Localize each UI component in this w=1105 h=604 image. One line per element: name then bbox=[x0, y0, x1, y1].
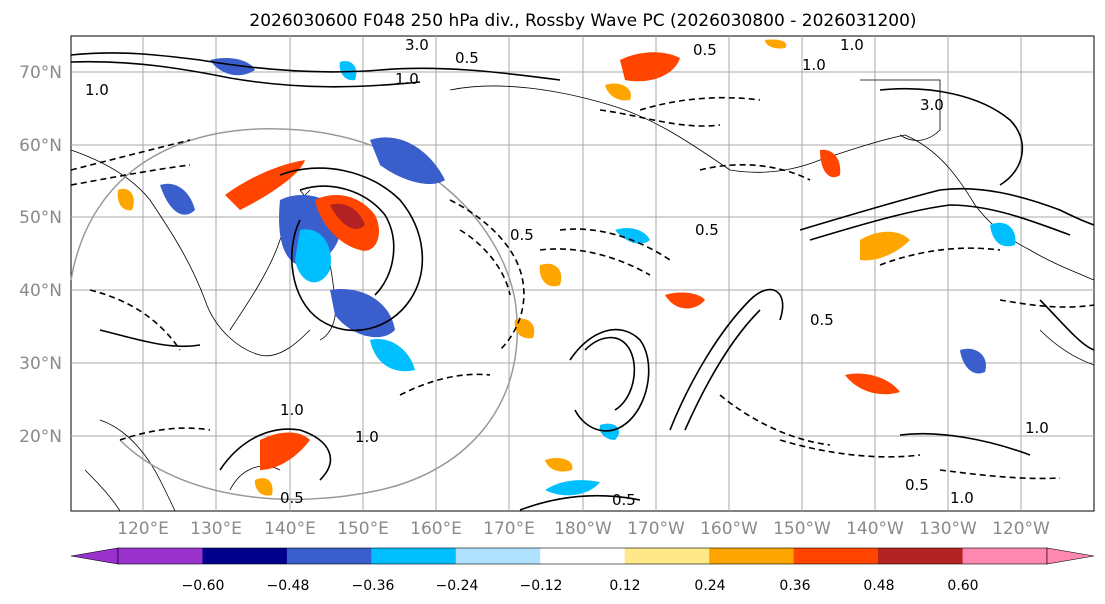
contour-label: 1.0 bbox=[85, 81, 109, 99]
lat-label: 40°N bbox=[19, 281, 62, 301]
colorbar-tick: −0.48 bbox=[267, 578, 310, 594]
colorbar-tick: 0.24 bbox=[694, 578, 725, 594]
contour-label: 1.0 bbox=[950, 489, 974, 507]
contour-label: 3.0 bbox=[920, 96, 944, 114]
lon-label: 180°W bbox=[554, 519, 612, 539]
latitude-labels: 70°N 60°N 50°N 40°N 30°N 20°N bbox=[19, 63, 62, 447]
contour-label: 0.5 bbox=[693, 41, 717, 59]
colorbar-segment bbox=[371, 548, 457, 564]
lon-label: 150°E bbox=[337, 519, 389, 539]
coastlines bbox=[70, 79, 1095, 512]
colorbar-tick: −0.24 bbox=[436, 578, 479, 594]
lon-label: 120°E bbox=[117, 519, 169, 539]
colorbar-segment bbox=[202, 548, 288, 564]
colorbar-tick: 0.12 bbox=[609, 578, 640, 594]
contour-label: 0.5 bbox=[612, 491, 636, 509]
colorbar: −0.60 −0.48 −0.36 −0.24 −0.12 0.12 0.24 … bbox=[70, 547, 1095, 594]
contour-label: 1.0 bbox=[280, 401, 304, 419]
lon-label: 150°W bbox=[773, 519, 831, 539]
colorbar-extend-min bbox=[70, 547, 119, 565]
lon-label: 170°W bbox=[627, 519, 685, 539]
colorbar-segment bbox=[793, 548, 879, 564]
projection-outline bbox=[70, 128, 519, 501]
lat-label: 30°N bbox=[19, 354, 62, 374]
colorbar-tick: 0.36 bbox=[779, 578, 810, 594]
contour-label: 1.0 bbox=[840, 36, 864, 54]
colorbar-segment bbox=[624, 548, 710, 564]
contour-label: 0.5 bbox=[510, 226, 534, 244]
contour-label: 1.0 bbox=[802, 56, 826, 74]
contour-label: 1.0 bbox=[355, 428, 379, 446]
figure-title: 2026030600 F048 250 hPa div., Rossby Wav… bbox=[249, 11, 916, 31]
lon-label: 160°E bbox=[410, 519, 462, 539]
contour-label: 0.5 bbox=[280, 489, 304, 507]
colorbar-extend-max bbox=[1046, 547, 1095, 565]
colorbar-segment bbox=[709, 548, 795, 564]
lon-label: 170°E bbox=[483, 519, 535, 539]
lat-label: 60°N bbox=[19, 136, 62, 156]
lon-label: 130°W bbox=[919, 519, 977, 539]
lon-label: 160°W bbox=[700, 519, 758, 539]
contour-label: 0.5 bbox=[695, 221, 719, 239]
colorbar-tick: −0.36 bbox=[352, 578, 395, 594]
colorbar-segment bbox=[118, 548, 203, 564]
colorbar-tick: 0.60 bbox=[947, 578, 978, 594]
lat-label: 50°N bbox=[19, 208, 62, 228]
lon-label: 130°E bbox=[190, 519, 242, 539]
contour-label: 0.5 bbox=[455, 49, 479, 67]
lat-label: 70°N bbox=[19, 63, 62, 83]
graticule bbox=[71, 36, 1094, 511]
colorbar-tick: 0.48 bbox=[863, 578, 894, 594]
colorbar-segment bbox=[286, 548, 372, 564]
solid-contours bbox=[70, 52, 1095, 511]
colorbar-segment bbox=[540, 548, 626, 564]
contour-label: 0.5 bbox=[905, 476, 929, 494]
contour-labels: 3.0 0.5 1.0 1.0 1.0 0.5 1.0 3.0 0.5 1.0 … bbox=[85, 36, 1049, 509]
contour-label: 0.5 bbox=[810, 311, 834, 329]
colorbar-segment bbox=[455, 548, 541, 564]
contour-label: 1.0 bbox=[1025, 419, 1049, 437]
longitude-labels: 120°E 130°E 140°E 150°E 160°E 170°E 180°… bbox=[117, 519, 1050, 539]
lon-label: 140°E bbox=[264, 519, 316, 539]
colorbar-segment bbox=[878, 548, 964, 564]
contour-label: 3.0 bbox=[405, 36, 429, 54]
dashed-contours bbox=[70, 96, 1095, 480]
map-panel: 3.0 0.5 1.0 1.0 1.0 0.5 1.0 3.0 0.5 1.0 … bbox=[70, 35, 1095, 512]
lon-label: 120°W bbox=[992, 519, 1050, 539]
colorbar-segment bbox=[962, 548, 1048, 564]
colorbar-ticks: −0.60 −0.48 −0.36 −0.24 −0.12 0.12 0.24 … bbox=[182, 578, 979, 594]
contour-label: 1.0 bbox=[395, 70, 419, 88]
colorbar-tick: −0.12 bbox=[520, 578, 563, 594]
lat-label: 20°N bbox=[19, 427, 62, 447]
colorbar-tick: −0.60 bbox=[182, 578, 225, 594]
lon-label: 140°W bbox=[846, 519, 904, 539]
